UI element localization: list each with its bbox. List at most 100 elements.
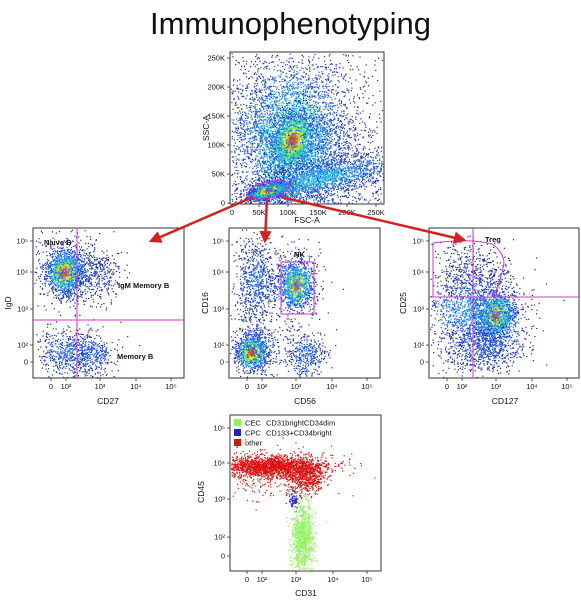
event-dot (286, 173, 288, 175)
event-dot (291, 127, 293, 129)
event-dot (296, 176, 298, 178)
event-dot (335, 127, 338, 129)
event-dot (300, 130, 302, 132)
event-dot (247, 156, 249, 158)
event-dot (288, 58, 290, 60)
event-dot (238, 98, 240, 100)
event-dot (339, 126, 341, 128)
event-dot (309, 68, 311, 70)
event-dot (336, 104, 338, 106)
event-dot (257, 69, 259, 71)
event-dot (314, 86, 316, 88)
event-dot (294, 109, 296, 111)
event-dot (249, 66, 251, 68)
event-dot (321, 130, 323, 132)
event-dot (346, 132, 348, 134)
event-dot (300, 160, 302, 162)
event-dot (329, 106, 331, 108)
event-dot (296, 121, 298, 123)
event-dot (281, 124, 283, 127)
event-dot (310, 145, 312, 147)
event-dot (305, 88, 307, 90)
event-dot (277, 154, 279, 156)
event-dot (266, 125, 268, 127)
event-dot (305, 168, 307, 170)
event-dot (314, 124, 317, 126)
event-dot (277, 153, 279, 155)
event-dot (289, 132, 291, 134)
event-dot (269, 198, 271, 200)
event-dot (272, 94, 274, 96)
event-dot (243, 193, 245, 195)
event-dot (310, 170, 312, 172)
event-dot (330, 147, 332, 149)
event-dot (268, 151, 270, 153)
event-dot (291, 191, 294, 194)
event-dot (287, 139, 289, 142)
event-dot (281, 92, 283, 94)
event-dot (290, 157, 292, 160)
event-dot (260, 118, 262, 120)
event-dot (286, 157, 288, 159)
event-dot (325, 131, 327, 133)
event-dot (368, 136, 370, 138)
event-dot (269, 162, 271, 165)
event-dot (298, 114, 300, 116)
event-dot (254, 150, 256, 152)
event-dot (332, 198, 334, 200)
event-dot (284, 145, 286, 147)
event-dot (260, 92, 262, 94)
event-dot (352, 127, 354, 129)
event-dot (301, 128, 303, 130)
event-dot (323, 139, 325, 141)
event-dot (335, 115, 338, 117)
event-dot (271, 90, 273, 92)
event-dot (259, 157, 261, 159)
event-dot (275, 150, 277, 152)
event-dot (318, 148, 320, 150)
event-dot (309, 111, 311, 113)
event-dot (240, 125, 242, 127)
event-dot (314, 149, 316, 151)
event-dot (246, 179, 248, 181)
event-dot (278, 166, 281, 168)
event-dot (318, 190, 320, 192)
event-dot (324, 121, 326, 123)
event-dot (313, 118, 315, 120)
event-dot (232, 108, 234, 110)
event-dot (302, 147, 304, 149)
event-dot (285, 92, 287, 94)
event-dot (281, 98, 283, 100)
event-dot (281, 138, 283, 140)
event-dot (296, 98, 298, 100)
event-dot (266, 128, 268, 131)
event-dot (288, 80, 291, 82)
event-dot (293, 132, 296, 134)
event-dot (308, 85, 310, 87)
event-dot (256, 138, 258, 140)
event-dot (356, 109, 358, 111)
event-dot (307, 165, 309, 167)
event-dot (273, 159, 275, 161)
event-dot (325, 68, 327, 71)
event-dot (354, 174, 356, 176)
event-dot (295, 113, 297, 115)
event-dot (305, 101, 307, 103)
event-dot (266, 122, 268, 124)
event-dot (325, 132, 327, 134)
event-dot (319, 117, 321, 119)
event-dot (319, 199, 322, 201)
event-dot (300, 164, 302, 166)
event-dot (283, 121, 285, 123)
event-dot (323, 156, 325, 158)
event-dot (285, 191, 287, 193)
event-dot (258, 132, 260, 134)
event-dot (251, 111, 253, 113)
event-dot (264, 66, 266, 68)
event-dot (277, 134, 279, 137)
event-dot (264, 105, 267, 107)
event-dot (294, 82, 296, 84)
event-dot (293, 154, 295, 156)
event-dot (331, 89, 333, 91)
event-dot (307, 149, 309, 151)
